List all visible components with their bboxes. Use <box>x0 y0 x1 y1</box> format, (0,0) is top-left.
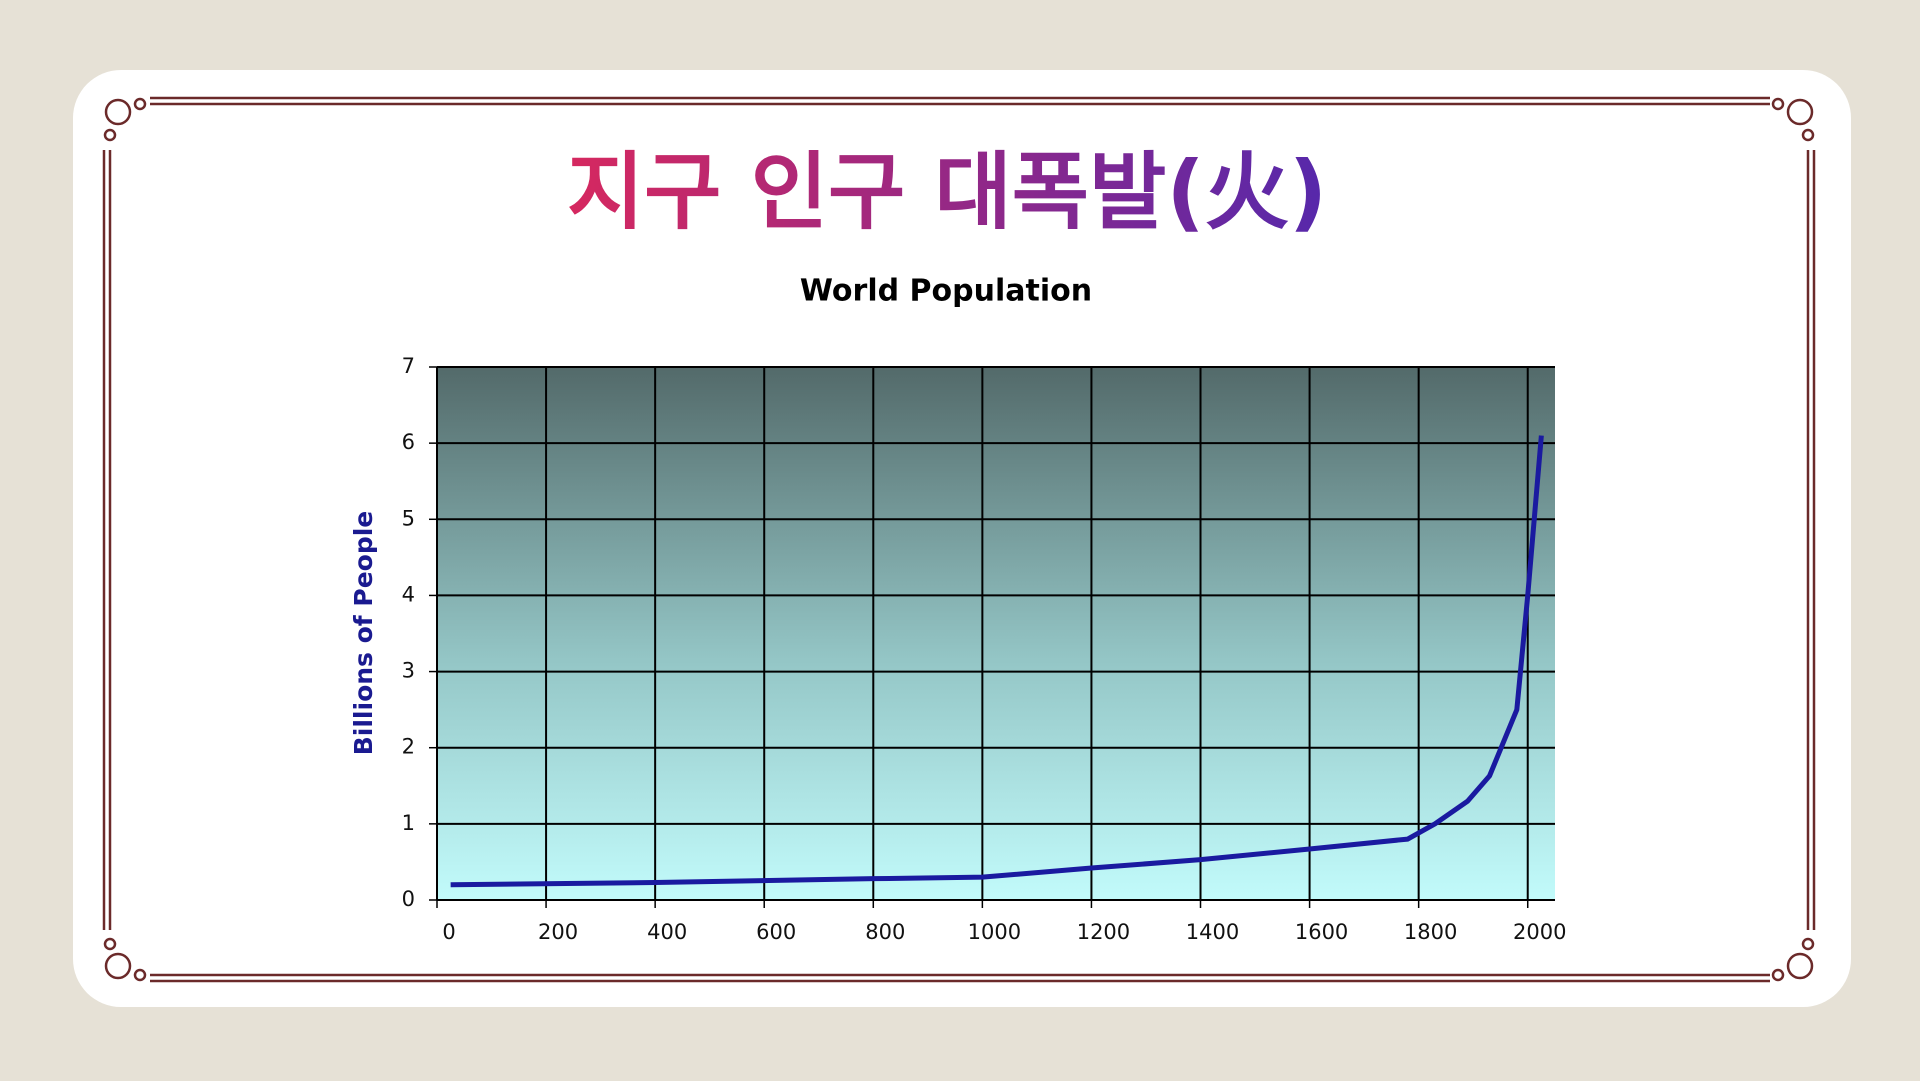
y-tick-label: 1 <box>402 811 415 835</box>
x-tick-label: 1000 <box>968 920 1021 944</box>
x-tick-label: 1200 <box>1077 920 1130 944</box>
x-tick-label: 400 <box>647 920 687 944</box>
x-tick-label: 800 <box>865 920 905 944</box>
plot-area <box>437 367 1555 900</box>
x-tick-label: 0 <box>442 920 455 944</box>
y-tick-label: 5 <box>402 506 415 530</box>
slide-title: 지구 인구 대폭발(火) <box>567 143 1327 241</box>
x-tick-label: 600 <box>756 920 796 944</box>
chart-title: World Population <box>800 274 1092 309</box>
x-tick-label: 2000 <box>1513 920 1566 944</box>
y-axis-label: Billions of People <box>349 511 378 756</box>
x-tick-label: 1600 <box>1295 920 1348 944</box>
data-line <box>450 435 1544 888</box>
y-tick-label: 7 <box>402 354 415 378</box>
x-tick-label: 1800 <box>1404 920 1457 944</box>
frame <box>102 96 1816 983</box>
y-tick-label: 0 <box>402 887 415 911</box>
y-tick-label: 3 <box>402 659 415 683</box>
x-tick-label: 200 <box>538 920 578 944</box>
y-tick-label: 4 <box>402 582 415 606</box>
x-tick-label: 1400 <box>1186 920 1239 944</box>
y-tick-label: 6 <box>402 430 415 454</box>
y-tick-label: 2 <box>402 735 415 759</box>
